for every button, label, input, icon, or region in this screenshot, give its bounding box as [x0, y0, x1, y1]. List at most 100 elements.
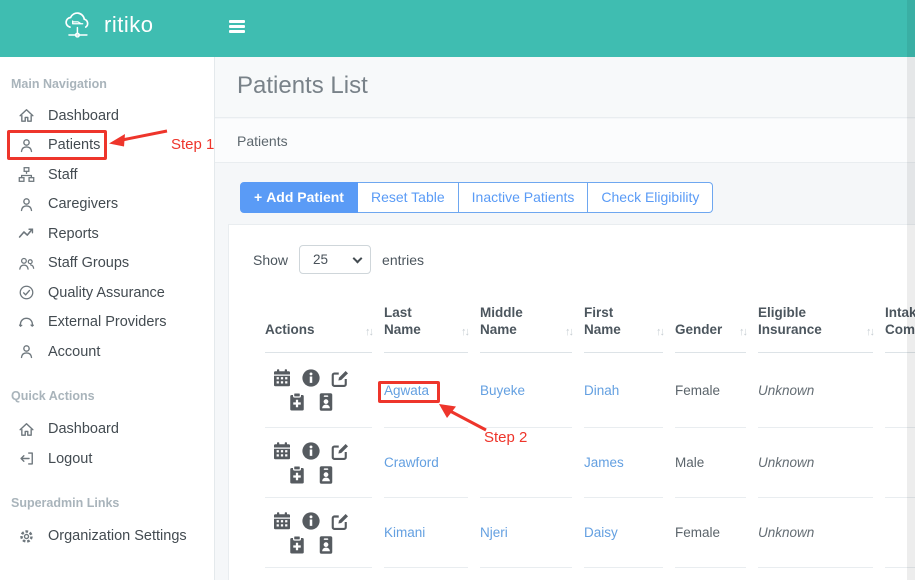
sidebar-item-staff[interactable]: Staff: [0, 160, 214, 190]
gender-cell: Female: [675, 353, 746, 428]
column-header-intake-complete[interactable]: Intake Complete↑↓: [885, 294, 915, 353]
check-eligibility-button[interactable]: Check Eligibility: [588, 182, 714, 213]
users-icon: [18, 255, 35, 272]
sidebar-item-label: Dashboard: [48, 107, 119, 124]
sidebar-item-label: Logout: [48, 450, 93, 467]
patient-middle-name-link[interactable]: Buyeke: [480, 382, 526, 398]
sidebar-item-organization-settings[interactable]: Organization Settings: [0, 522, 214, 552]
info-icon[interactable]: [301, 368, 321, 388]
column-header-actions[interactable]: Actions ↑↓: [265, 294, 374, 353]
sidebar-item-patients[interactable]: Patients: [0, 131, 214, 161]
clipboard-plus-icon[interactable]: [287, 465, 307, 485]
id-badge-icon[interactable]: [316, 392, 336, 412]
breadcrumb[interactable]: Patients: [237, 133, 288, 149]
sidebar-item-label: Patients: [48, 137, 101, 154]
info-icon[interactable]: [301, 441, 321, 461]
patient-last-name-link[interactable]: Crawford: [384, 455, 439, 470]
plus-icon: +: [254, 189, 263, 205]
table-length-control: Show 25 entries: [253, 245, 915, 274]
patient-middle-name-link[interactable]: Njeri: [480, 525, 508, 540]
table-header-row: Actions ↑↓ Last Name ↑↓ Middle Name ↑↓ Firs…: [265, 294, 915, 353]
step1-label: Step 1: [171, 136, 215, 153]
gear-icon: [18, 528, 35, 545]
patient-last-name-link[interactable]: Agwata: [384, 382, 430, 398]
row-actions: [265, 368, 357, 412]
vertical-scrollbar[interactable]: [907, 0, 915, 580]
edit-icon[interactable]: [330, 511, 350, 531]
logo-text: ritiko: [104, 12, 154, 37]
table-row: Kimani Njeri Daisy Female Unknown: [265, 498, 915, 568]
step2-label: Step 2: [484, 429, 528, 446]
add-patient-button[interactable]: + Add Patient: [240, 182, 358, 213]
sidebar-item-label: Staff: [48, 166, 78, 183]
hamburger-menu-icon[interactable]: [229, 20, 245, 34]
sidebar-section-superadmin-links: Superadmin Links: [11, 495, 120, 510]
clipboard-plus-icon[interactable]: [287, 535, 307, 555]
info-icon[interactable]: [301, 511, 321, 531]
eligible-insurance-cell: Unknown: [758, 525, 815, 540]
app-logo: ritiko: [60, 9, 153, 41]
sidebar-item-quality-assurance[interactable]: Quality Assurance: [0, 278, 214, 308]
breadcrumb-band: Patients: [215, 119, 915, 163]
intake-complete-cell: [885, 353, 915, 428]
row-actions: [265, 441, 357, 485]
gender-cell: [675, 568, 746, 580]
patient-last-name-link[interactable]: Kimani: [384, 525, 426, 540]
patients-table: Actions ↑↓ Last Name ↑↓ Middle Name ↑↓ Firs…: [253, 294, 915, 580]
page-size-value: 25: [313, 252, 329, 267]
patients-toolbar: + Add Patient Reset Table Inactive Patien…: [240, 182, 714, 213]
column-header-first-name[interactable]: First Name ↑↓: [584, 294, 665, 353]
home-icon: [18, 421, 35, 438]
sidebar-item-reports[interactable]: Reports: [0, 219, 214, 249]
edit-icon[interactable]: [330, 441, 350, 461]
sidebar-item-dashboard-quick[interactable]: Dashboard: [0, 415, 214, 445]
id-badge-icon[interactable]: [316, 465, 336, 485]
column-header-middle-name[interactable]: Middle Name ↑↓: [480, 294, 574, 353]
sidebar: Main Navigation Dashboard Patients Staff…: [0, 57, 215, 580]
sort-icon: ↑↓: [461, 326, 470, 338]
sidebar-item-staff-groups[interactable]: Staff Groups: [0, 249, 214, 279]
column-header-last-name[interactable]: Last Name ↑↓: [384, 294, 470, 353]
page-size-select[interactable]: 25: [299, 245, 372, 274]
line-chart-icon: [18, 225, 35, 242]
edit-icon[interactable]: [330, 368, 350, 388]
arc-icon: [18, 314, 35, 331]
caregiver-icon: [18, 196, 35, 213]
column-header-gender[interactable]: Gender ↑↓: [675, 294, 748, 353]
row-actions: [265, 511, 357, 555]
sidebar-item-label: Account: [48, 343, 101, 360]
sidebar-item-label: External Providers: [48, 314, 167, 331]
sidebar-item-external-providers[interactable]: External Providers: [0, 308, 214, 338]
table-row: Crawford James Male Unknown: [265, 428, 915, 498]
sidebar-item-label: Caregivers: [48, 196, 119, 213]
top-header: ritiko: [0, 0, 915, 57]
patient-first-name-link[interactable]: Dinah: [584, 382, 620, 398]
sidebar-item-caregivers[interactable]: Caregivers: [0, 190, 214, 220]
sidebar-item-logout[interactable]: Logout: [0, 444, 214, 474]
calendar-icon[interactable]: [272, 511, 292, 531]
sort-icon: ↑↓: [656, 326, 665, 338]
check-circle-icon: [18, 284, 35, 301]
reset-table-button[interactable]: Reset Table: [357, 182, 459, 213]
patient-first-name-link[interactable]: James: [584, 455, 624, 470]
column-header-eligible-insurance[interactable]: Eligible Insurance ↑↓: [758, 294, 875, 353]
sidebar-item-label: Quality Assurance: [48, 284, 165, 301]
sidebar-item-account[interactable]: Account: [0, 337, 214, 367]
id-badge-icon[interactable]: [316, 535, 336, 555]
sort-icon: ↑↓: [866, 326, 875, 338]
eligible-insurance-cell: Unknown: [758, 382, 815, 398]
patient-first-name-link[interactable]: Daisy: [584, 525, 618, 540]
sidebar-section-quick-actions: Quick Actions: [11, 388, 95, 403]
home-icon: [18, 107, 35, 124]
clipboard-plus-icon[interactable]: [287, 392, 307, 412]
sidebar-item-dashboard[interactable]: Dashboard: [0, 101, 214, 131]
sidebar-item-label: Reports: [48, 225, 99, 242]
eligible-insurance-cell: Unknown: [758, 455, 815, 470]
intake-complete-cell: [885, 428, 915, 498]
sign-out-icon: [18, 450, 35, 467]
inactive-patients-button[interactable]: Inactive Patients: [458, 182, 589, 213]
calendar-icon[interactable]: [272, 441, 292, 461]
gender-cell: Male: [675, 428, 746, 498]
calendar-icon[interactable]: [272, 368, 292, 388]
